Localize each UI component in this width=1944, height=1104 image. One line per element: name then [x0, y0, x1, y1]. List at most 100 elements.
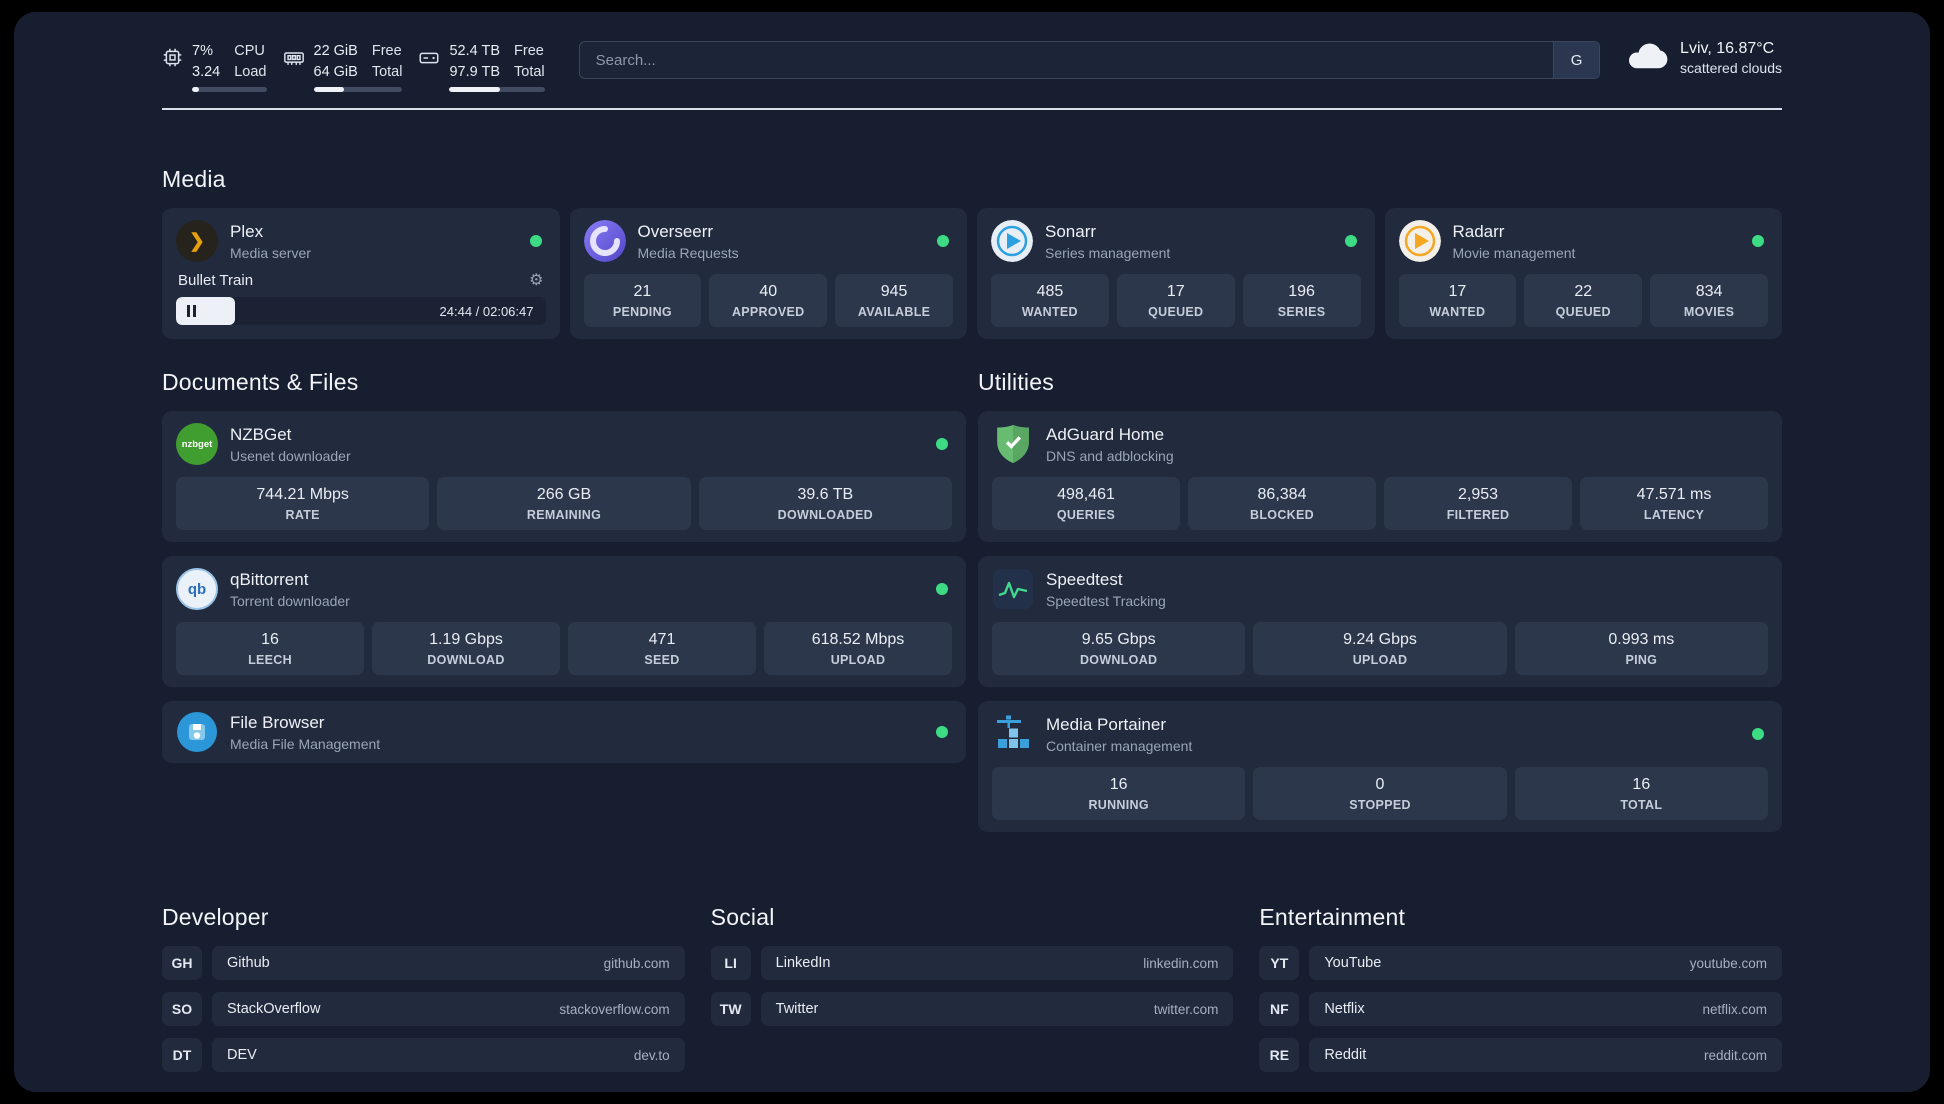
stat-tile: 16 TOTAL [1514, 767, 1768, 821]
app-card-nzbget[interactable]: nzbget NZBGet Usenet downloader 744.21 M… [162, 411, 966, 543]
weather-location: Lviv, 16.87°C [1680, 40, 1775, 57]
status-online-dot [936, 726, 948, 739]
bookmark-pill: Reddit reddit.com [1309, 1038, 1782, 1073]
memory-widget: 22 GiB 64 GiB Free Total [283, 42, 403, 93]
stat-tile: 485 WANTED [991, 274, 1109, 328]
cpu-widget: 7% 3.24 CPU Load [162, 42, 267, 93]
memory-progress-track [313, 87, 403, 93]
app-card-plex[interactable]: Plex Media server Bullet Train 24:44 [162, 208, 560, 340]
stat-tile: 17 QUEUED [1116, 274, 1235, 328]
gear-icon[interactable] [529, 273, 543, 289]
bookmark-pill: YouTube youtube.com [1309, 946, 1782, 981]
search-input[interactable] [579, 42, 1554, 78]
app-title: Radarr [1452, 221, 1505, 241]
stat-tile: 39.6 TB DOWNLOADED [698, 477, 952, 531]
weather-condition: scattered clouds [1680, 60, 1782, 76]
bookmark-abbr: NF [1259, 992, 1300, 1027]
cpu-progress-track [192, 87, 267, 93]
bookmark-github[interactable]: GH Github github.com [162, 946, 685, 981]
app-title: Sonarr [1045, 221, 1097, 241]
section-title-entertainment: Entertainment [1259, 904, 1406, 931]
disk-icon [418, 47, 440, 69]
filebrowser-icon [176, 711, 218, 753]
memory-free-value: 22 GiB [313, 43, 358, 59]
app-card-sonarr[interactable]: Sonarr Series management 485 WANTED 17 Q… [977, 208, 1375, 340]
stat-tile: 40 APPROVED [709, 274, 828, 328]
portainer-icon [992, 713, 1034, 755]
bookmark-twitter[interactable]: TW Twitter twitter.com [710, 992, 1234, 1027]
memory-total-value: 64 GiB [313, 63, 358, 80]
bookmark-abbr: TW [710, 992, 751, 1027]
qbittorrent-icon: qb [176, 568, 218, 611]
app-card-overseerr[interactable]: Overseerr Media Requests 21 PENDING 40 A… [569, 208, 967, 340]
disk-widget: 52.4 TB 97.9 TB Free Total [418, 42, 545, 93]
bookmark-youtube[interactable]: YT YouTube youtube.com [1259, 946, 1782, 981]
stat-tile: 16 LEECH [176, 622, 364, 676]
app-card-portainer[interactable]: Media Portainer Container management 16 … [978, 701, 1782, 833]
stat-tile: 86,384 BLOCKED [1188, 477, 1376, 531]
section-title-utilities: Utilities [978, 369, 1054, 396]
app-subtitle: Movie management [1452, 244, 1576, 261]
disk-total-value: 97.9 TB [449, 63, 501, 80]
bookmark-dev[interactable]: DT DEV dev.to [162, 1038, 685, 1073]
stat-tile: 0 STOPPED [1253, 767, 1507, 821]
stat-tile: 1.19 Gbps DOWNLOAD [372, 622, 560, 676]
app-card-radarr[interactable]: Radarr Movie management 17 WANTED 22 QUE… [1384, 208, 1782, 340]
disk-progress-track [449, 87, 545, 93]
app-title: Media Portainer [1046, 714, 1167, 734]
stat-tile: 17 WANTED [1398, 274, 1517, 328]
app-subtitle: DNS and adblocking [1046, 447, 1174, 464]
section-title-media: Media [162, 166, 226, 193]
status-online-dot [936, 583, 948, 596]
memory-icon [283, 47, 305, 69]
status-online-dot [1344, 235, 1357, 248]
app-subtitle: Usenet downloader [230, 447, 351, 464]
app-title: Plex [230, 221, 264, 241]
stat-tile: 834 MOVIES [1650, 274, 1768, 328]
bookmark-abbr: RE [1259, 1038, 1300, 1073]
app-card-qbittorrent[interactable]: qb qBittorrent Torrent downloader 16 LEE… [162, 556, 966, 688]
section-media: Media Plex Media server Bullet Train [162, 166, 1782, 340]
section-developer: Developer GH Github github.com SO StackO… [162, 904, 685, 1084]
app-card-adguard[interactable]: AdGuard Home DNS and adblocking 498,461 … [978, 411, 1782, 543]
bookmark-pill: StackOverflow stackoverflow.com [212, 992, 685, 1027]
disk-label-bottom: Total [514, 63, 545, 80]
section-social: Social LI LinkedIn linkedin.com TW Twitt… [710, 904, 1234, 1084]
app-title: qBittorrent [230, 569, 309, 589]
app-title: Overseerr [637, 221, 714, 241]
sonarr-icon [991, 220, 1033, 263]
stat-tile: 945 AVAILABLE [835, 274, 953, 328]
pause-icon[interactable] [187, 305, 196, 318]
dashboard-panel: 7% 3.24 CPU Load [14, 12, 1930, 1092]
topbar-divider [162, 108, 1782, 111]
search-engine-button[interactable]: G [1553, 42, 1600, 78]
disk-label-top: Free [514, 43, 544, 59]
status-online-dot [936, 438, 948, 451]
bookmark-linkedin[interactable]: LI LinkedIn linkedin.com [710, 946, 1234, 981]
app-card-speedtest[interactable]: Speedtest Speedtest Tracking 9.65 Gbps D… [978, 556, 1782, 688]
cpu-label-top: CPU [234, 43, 265, 59]
status-online-dot [937, 235, 949, 248]
stat-tile: 744.21 Mbps RATE [176, 477, 430, 531]
disk-progress-fill [449, 87, 500, 93]
plex-icon [176, 220, 218, 263]
bookmark-abbr: DT [162, 1038, 202, 1073]
app-card-filebrowser[interactable]: File Browser Media File Management [162, 701, 966, 764]
cpu-progress-fill [192, 87, 200, 93]
bookmark-netflix[interactable]: NF Netflix netflix.com [1259, 992, 1782, 1027]
app-title: File Browser [230, 712, 325, 732]
memory-progress-fill [313, 87, 344, 93]
plex-now-playing-widget: Bullet Train 24:44 / 02:06:47 [176, 272, 546, 326]
app-title: Speedtest [1046, 569, 1123, 589]
stat-tile: 22 QUEUED [1524, 274, 1643, 328]
playback-progress-bar[interactable]: 24:44 / 02:06:47 [176, 297, 546, 326]
app-subtitle: Torrent downloader [230, 592, 350, 609]
stat-tile: 9.24 Gbps UPLOAD [1253, 622, 1507, 676]
speedtest-icon [992, 568, 1034, 610]
bookmark-abbr: YT [1259, 946, 1300, 981]
bookmark-pill: Twitter twitter.com [760, 992, 1234, 1027]
cloud-icon [1626, 41, 1668, 76]
bookmark-stackoverflow[interactable]: SO StackOverflow stackoverflow.com [162, 992, 685, 1027]
bookmark-reddit[interactable]: RE Reddit reddit.com [1259, 1038, 1782, 1073]
